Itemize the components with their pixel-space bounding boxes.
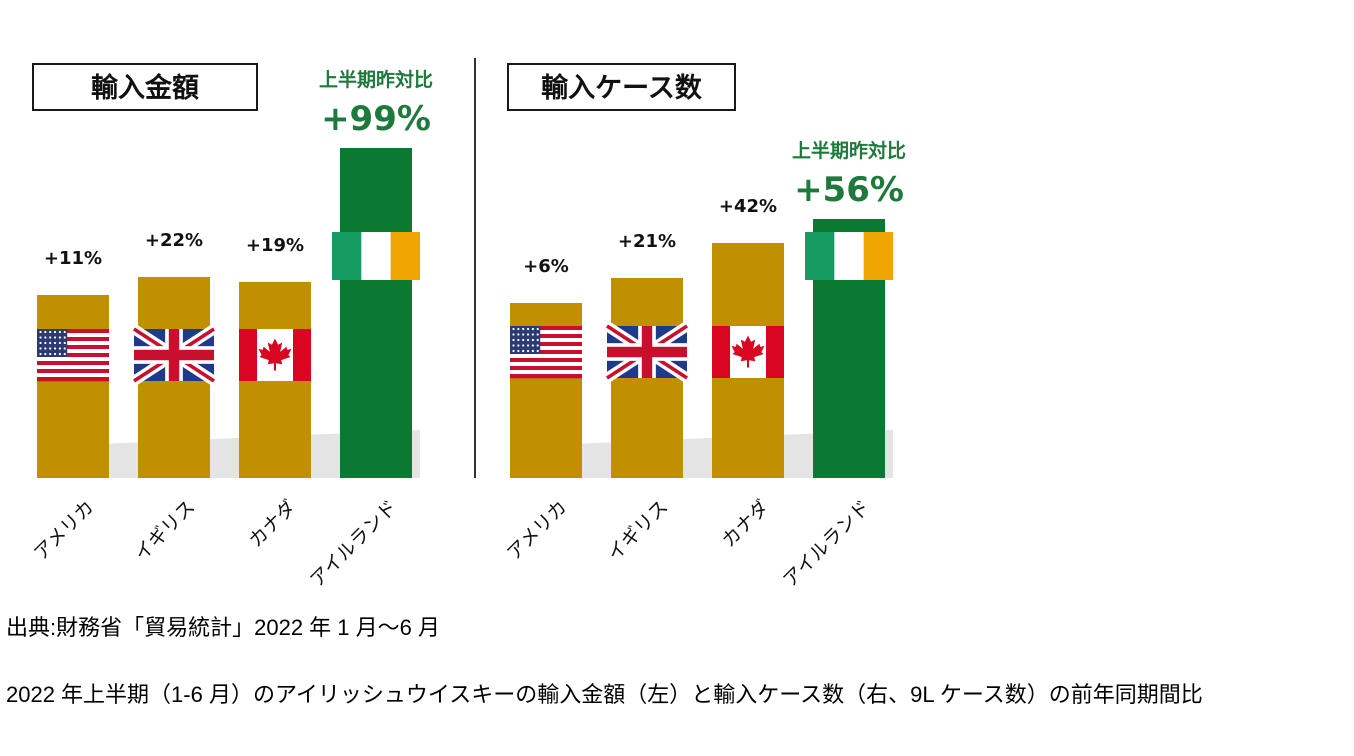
category-label: アメリカ: [503, 496, 572, 565]
category-label: カナダ: [718, 496, 774, 552]
ireland-flag-icon: [332, 232, 420, 280]
bar-shadow: [510, 430, 893, 478]
highlight-value: +56%: [794, 170, 904, 210]
data-label: +22%: [145, 230, 203, 251]
data-label: +11%: [44, 248, 102, 269]
category-label: カナダ: [245, 496, 301, 552]
canada-flag-icon: [712, 326, 784, 378]
ireland-flag-icon: [805, 232, 893, 280]
us-flag-icon: [37, 329, 109, 382]
chart-1: 輸入金額 +11% アメリカ +22% イギリス +19% カナダ アイルランド 上半期昨対比 +…: [30, 63, 433, 592]
us-flag-icon: [510, 326, 582, 379]
data-label: +42%: [719, 196, 777, 217]
highlight-label: 上半期昨対比: [792, 139, 906, 162]
data-label: +6%: [523, 256, 569, 277]
category-label: アメリカ: [30, 496, 99, 565]
category-label: イギリス: [130, 496, 199, 565]
bar-shadow: [37, 430, 420, 478]
canada-flag-icon: [239, 329, 311, 381]
uk-flag-icon: [604, 321, 690, 383]
chart-title: 輸入金額: [91, 72, 199, 104]
highlight-label: 上半期昨対比: [319, 68, 433, 91]
data-label: +19%: [246, 235, 304, 256]
highlight-value: +99%: [321, 99, 431, 139]
source-caption: 出典:財務省「貿易統計」2022 年 1 月～6 月: [6, 615, 440, 640]
category-label: アイルランド: [779, 496, 875, 592]
bar: [37, 295, 109, 478]
chart-title-box: [507, 63, 736, 111]
chart-title-box: [32, 63, 258, 111]
data-label: +21%: [618, 231, 676, 252]
chart-title: 輸入ケース数: [541, 72, 703, 104]
category-label: アイルランド: [306, 496, 402, 592]
charts-figure: 輸入金額+11%アメリカ+22%イギリス+19%カナダ アイルランド上半期昨対比+…: [30, 58, 906, 592]
bar-highlight: [340, 148, 412, 478]
description-caption: 2022 年上半期（1-6 月）のアイリッシュウイスキーの輸入金額（左）と輸入ケ…: [6, 682, 1203, 707]
category-label: イギリス: [603, 496, 672, 565]
chart-2: 輸入ケース数 +6% アメリカ +21% イギリス +42% カナダ アイルランド 上半期昨対比…: [503, 63, 906, 592]
uk-flag-icon: [131, 324, 217, 386]
